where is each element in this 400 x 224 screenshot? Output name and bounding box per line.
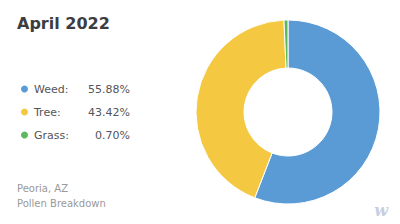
svg-text:0.70%: 0.70%: [95, 129, 130, 142]
svg-text:Peoria, AZ: Peoria, AZ: [17, 183, 68, 194]
svg-text:Grass:: Grass:: [34, 129, 69, 142]
svg-text:55.88%: 55.88%: [88, 83, 130, 96]
svg-text:April 2022: April 2022: [17, 14, 110, 33]
svg-text:Tree:: Tree:: [33, 106, 61, 119]
svg-text:Pollen Breakdown: Pollen Breakdown: [17, 198, 106, 209]
svg-text:w: w: [374, 201, 389, 220]
svg-text:43.42%: 43.42%: [88, 106, 130, 119]
svg-text:Weed:: Weed:: [34, 83, 68, 96]
